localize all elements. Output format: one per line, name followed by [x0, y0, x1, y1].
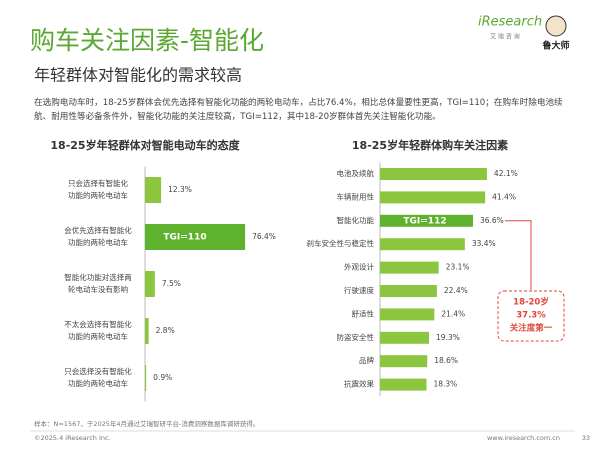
category-label: 抗震效果 — [344, 379, 374, 389]
logo-sub: 艾 瑞 咨 询 — [490, 33, 520, 41]
value-label: 18.3% — [433, 380, 457, 389]
value-label: 36.6% — [480, 216, 504, 225]
category-label: 品牌 — [359, 355, 374, 365]
bar — [380, 331, 430, 344]
value-label: 22.4% — [444, 286, 468, 295]
category-label: 智能化功能 — [337, 215, 375, 225]
bar — [380, 285, 437, 297]
value-label: 41.4% — [492, 192, 516, 201]
value-label: 0.9% — [153, 373, 172, 382]
bar — [380, 214, 473, 227]
chart-title: 18-25岁年轻群体购车关注因素 — [352, 138, 508, 152]
subtitle: 年轻群体对智能化的需求较高 — [34, 66, 242, 85]
value-label: 7.5% — [162, 279, 181, 288]
category-label: 功能的两轮电动车 — [68, 378, 128, 388]
category-label: 只会选择没有智能化 — [64, 366, 132, 376]
annotation: TGI=112 — [403, 216, 446, 226]
bar — [145, 271, 155, 297]
paragraph: 在选购电动车时，18-25岁群体会优先选择有智能化功能的两轮电动车，占比76.4… — [34, 98, 563, 122]
callout-arrow — [504, 220, 532, 290]
bar — [145, 177, 162, 203]
value-label: 12.3% — [168, 185, 192, 194]
category-label: 刹车安全性与稳定性 — [307, 238, 375, 248]
bar — [145, 224, 246, 250]
chart-title: 18-25岁年轻群体对智能电动车的态度 — [50, 138, 240, 152]
page-number: 33 — [582, 434, 590, 442]
partner: 鲁大师 — [542, 40, 569, 52]
bar — [380, 261, 439, 274]
category-label: 会优先选择有智能化 — [64, 225, 132, 235]
category-label: 防盗安全性 — [337, 332, 375, 342]
annotation: TGI=110 — [163, 233, 206, 243]
callout-box — [497, 290, 565, 342]
callout-text: 18-20岁 — [513, 297, 549, 308]
value-label: 21.4% — [441, 309, 465, 318]
bar — [145, 318, 149, 344]
bar — [380, 378, 427, 391]
source: 样本：N=1567，于2025年4月通过艾瑞智研平台-消费洞察数据库调研获得。 — [34, 419, 259, 428]
url: www.iresearch.com.cn — [487, 434, 560, 442]
partner-icon — [545, 15, 567, 37]
category-label: 外观设计 — [344, 262, 374, 272]
value-label: 42.1% — [494, 169, 518, 178]
category-label: 舒适性 — [352, 308, 375, 318]
bar — [380, 308, 435, 321]
category-label: 轮电动车没有影响 — [68, 284, 128, 294]
bar — [380, 355, 428, 368]
bar — [145, 365, 147, 391]
category-label: 不太会选择有智能化 — [64, 319, 132, 329]
callout-text: 37.3% — [516, 311, 546, 321]
bar — [380, 238, 465, 251]
logo: iResearch — [478, 15, 542, 30]
value-label: 33.4% — [472, 239, 496, 248]
value-label: 19.3% — [436, 333, 460, 342]
title: 购车关注因素-智能化 — [30, 26, 264, 55]
value-label: 76.4% — [252, 232, 276, 241]
callout-text: 关注度第一 — [510, 323, 553, 334]
category-label: 功能的两轮电动车 — [68, 237, 128, 247]
category-label: 功能的两轮电动车 — [68, 190, 128, 200]
category-label: 只会选择有智能化 — [68, 178, 128, 188]
value-label: 23.1% — [446, 263, 470, 272]
value-label: 2.8% — [156, 326, 175, 335]
category-label: 车辆耐用性 — [337, 191, 375, 201]
value-label: 18.6% — [434, 356, 458, 365]
category-label: 行驶速度 — [344, 285, 374, 295]
category-label: 电池及续航 — [337, 168, 375, 178]
category-label: 智能化功能对选择两 — [64, 272, 132, 282]
copyright: ©2025.4 iResearch Inc. — [34, 434, 111, 442]
bar — [380, 168, 487, 180]
bar — [380, 191, 486, 204]
category-label: 功能的两轮电动车 — [68, 331, 128, 341]
